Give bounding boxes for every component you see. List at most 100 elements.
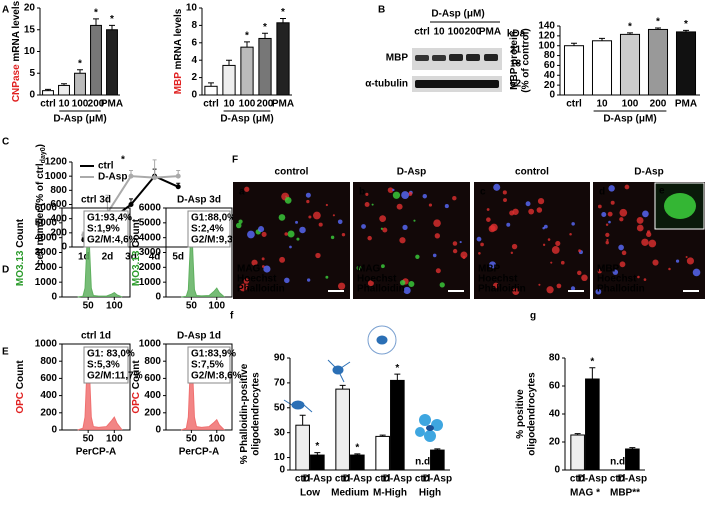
cell-signal — [646, 231, 652, 238]
y-axis-label-text: cell number (% of ctrl — [35, 163, 46, 265]
cell-signal — [486, 217, 491, 222]
y-axis-label: oligodendrocytes — [251, 372, 262, 456]
error-bar — [434, 448, 441, 451]
y-tick-label: 5000 — [35, 217, 58, 228]
cell-signal — [338, 282, 346, 290]
x-tick-label: 1d — [78, 252, 90, 263]
error-bar — [61, 83, 67, 86]
y-axis-label: MO3.13 Count — [131, 218, 142, 286]
y-tick-label: 4 — [191, 55, 197, 66]
cell-signal — [238, 219, 243, 224]
x-tick-label: 100 — [622, 99, 639, 110]
value-label: n.d — [610, 457, 625, 468]
x-tick-label: 200 — [650, 99, 667, 110]
cell-signal — [379, 215, 387, 223]
y-tick-label: 50 — [274, 402, 286, 413]
x-tick-label: 10 — [596, 99, 608, 110]
bar — [204, 85, 218, 96]
cell-signal — [401, 191, 410, 199]
cell-signal — [337, 219, 343, 225]
x-tick-label: MBP** — [610, 488, 640, 499]
significance: * — [245, 31, 249, 42]
x-tick-label: ctrl — [375, 474, 391, 485]
error-bar — [105, 194, 110, 213]
cell-signal — [380, 264, 385, 269]
y-tick-label: 800 — [50, 185, 67, 196]
cell-signal — [597, 268, 602, 274]
point — [128, 173, 134, 179]
y-axis-label-prefix: OPC — [131, 392, 142, 414]
y-tick-label: 400 — [40, 390, 57, 401]
point — [175, 173, 181, 179]
cell-signal — [606, 238, 609, 242]
cell-signal — [692, 268, 701, 277]
y-tick-label: 0 — [61, 242, 67, 253]
x-tick-label: 10 — [223, 99, 235, 110]
x-tick-label: PMA — [101, 99, 123, 110]
bar — [675, 31, 697, 96]
annotation: S:5,3% — [87, 360, 120, 371]
cell-signal — [341, 232, 346, 237]
cell-signal — [367, 280, 374, 287]
x-axis-label: PerCP-A — [179, 447, 220, 458]
y-tick-label: 0 — [279, 465, 285, 476]
cell-signal — [296, 237, 300, 241]
y-tick-label: 6000 — [139, 203, 162, 214]
cell-signal — [299, 226, 306, 234]
annotation: G2/M:9,3% — [191, 235, 242, 246]
significance: * — [656, 17, 660, 28]
x-tick-label: D-Asp — [578, 474, 607, 485]
error-bar — [208, 82, 214, 87]
cell-signal — [244, 284, 249, 288]
cell-signal — [605, 240, 609, 245]
y-tick-label: 1000 — [35, 277, 58, 288]
annotation: G2/M:11,7% — [87, 371, 143, 382]
cell-signal — [581, 274, 588, 282]
annotation: G1:88,0% — [191, 213, 236, 224]
bar — [591, 40, 613, 96]
cell-signal — [486, 208, 490, 211]
y-axis-label-text: MBP protein — [509, 31, 520, 90]
y-tick-label: 120 — [538, 30, 555, 41]
y-tick-label: 140 — [538, 21, 555, 32]
cell-signal — [619, 217, 624, 222]
bar — [276, 22, 290, 96]
stain-label: Hoechst — [357, 274, 397, 285]
cell-signal — [364, 202, 370, 207]
x-tick-label: 100 — [106, 434, 123, 445]
bar — [258, 37, 272, 96]
y-axis-label-text: mRNA levels — [11, 0, 22, 64]
cell-signal — [538, 283, 541, 286]
image-title: control — [515, 167, 549, 178]
group-label: D-Asp (μM) — [53, 114, 106, 125]
error-bar — [354, 453, 361, 456]
y-axis-label: oligodendrocytes — [527, 372, 538, 456]
cell-signal — [642, 210, 649, 218]
x-tick-label: ctrl — [335, 474, 351, 485]
y-tick-label: 10 — [24, 46, 36, 57]
error-bar — [45, 88, 51, 91]
error-bar — [314, 452, 321, 456]
point — [175, 184, 181, 190]
error-bar — [226, 59, 232, 66]
y-tick-label: 6 — [191, 37, 197, 48]
y-tick-label: 2000 — [139, 262, 162, 273]
y-tick-label: 200 — [144, 407, 161, 418]
cell-signal — [547, 238, 551, 241]
cell-signal — [257, 226, 265, 233]
cell-signal — [664, 193, 696, 219]
panel-label: D — [2, 265, 9, 276]
y-axis-label-prefix: OPC — [15, 392, 26, 414]
cell-signal — [247, 230, 255, 239]
y-axis-label: MBP protein — [509, 31, 520, 90]
y-tick-label: 15 — [24, 24, 36, 35]
cell-signal — [371, 203, 374, 206]
bar — [58, 84, 70, 96]
cell-signal — [392, 188, 395, 192]
y-tick-label: 0 — [155, 292, 161, 303]
significance: * — [315, 441, 319, 452]
y-axis-label-text: mRNA levels — [173, 8, 184, 72]
bar — [563, 45, 585, 96]
cell-signal — [433, 219, 441, 227]
x-tick-label: 200 — [88, 99, 105, 110]
